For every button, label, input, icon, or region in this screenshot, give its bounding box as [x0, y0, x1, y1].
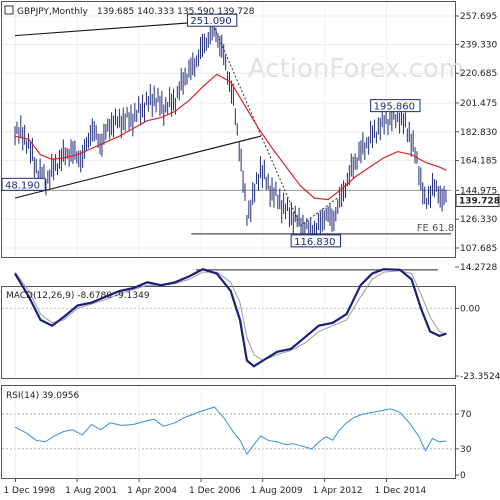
- macd-panel: 14.2728 0.00 -23.3524 MACD(12,26,9) -8.678…: [1, 263, 500, 382]
- price-y-tick-label: 182.830: [460, 128, 497, 138]
- current-price-marker: [455, 193, 500, 207]
- macd-title: MACD(12,26,9) -8.6780 -9.1349: [6, 291, 150, 301]
- trendline: [14, 135, 261, 199]
- price-annotation-box: [290, 234, 342, 248]
- rsi-y-tick-label: 0: [460, 471, 466, 481]
- price-y-tick-label: 220.685: [460, 69, 497, 79]
- price-annotation: 195.860: [370, 99, 421, 113]
- time-tick-label: 1 Dec 1998: [3, 486, 55, 496]
- current-price-label: 139.728: [459, 196, 500, 206]
- title-icon: [4, 5, 14, 15]
- price-annotation-label: 251.090: [190, 16, 231, 27]
- time-tick-label: 1 Dec 2014: [375, 486, 427, 496]
- price-y-axis: 257.695 239.330 220.685 201.475 182.830 164.1…: [455, 12, 500, 254]
- rsi-lines: [14, 406, 447, 456]
- price-y-tick-label: 201.475: [460, 99, 497, 109]
- price-annotation-label: 116.830: [294, 237, 335, 248]
- price-y-tick-label: 257.695: [460, 12, 497, 22]
- macd-line: [14, 268, 447, 368]
- time-axis: 1 Dec 1998 1 Aug 2001 1 Apr 2004 1 Dec 2006…: [3, 478, 427, 496]
- price-annotation: 48.190: [1, 177, 46, 191]
- price-chart-title: GBPJPY,Monthly: [17, 7, 89, 17]
- price-annotation-box: [1, 177, 46, 191]
- price-lines: [14, 16, 451, 248]
- price-annotation: 251.090: [186, 13, 238, 27]
- macd-lines: [14, 268, 447, 368]
- macd-y-tick-label: 0.00: [460, 304, 480, 314]
- price-y-tick-label: 107.685: [460, 244, 497, 254]
- price-annotation-label: 48.190: [5, 180, 40, 191]
- price-y-tick-label: 144.975: [460, 186, 497, 196]
- price-y-tick-label: 239.330: [460, 40, 497, 50]
- rsi-line: [14, 406, 447, 456]
- rsi-y-tick-label: 30: [460, 445, 472, 455]
- ohlc-readout: 139.685 140.333 135.590 139.728: [97, 7, 255, 17]
- rsi-title: RSI(14) 39.0956: [6, 391, 79, 401]
- time-tick-label: 1 Dec 2006: [189, 486, 241, 496]
- time-tick-label: 1 Aug 2001: [65, 486, 117, 496]
- rsi-y-axis: 70 30 0: [455, 410, 472, 481]
- moving-average-line: [14, 73, 447, 201]
- time-tick-label: 1 Apr 2012: [313, 486, 363, 496]
- price-y-tick-label: 126.330: [460, 215, 497, 225]
- macd-grid: [2, 269, 455, 378]
- macd-y-tick-label: 14.2728: [460, 263, 497, 273]
- price-annotation-label: 195.860: [374, 102, 415, 113]
- macd-y-axis: 14.2728 0.00 -23.3524: [455, 263, 500, 382]
- price-annotation-box: [186, 13, 238, 27]
- rsi-grid: [2, 386, 455, 478]
- time-tick-label: 1 Aug 2009: [251, 486, 303, 496]
- price-annotation: 116.830: [290, 234, 342, 248]
- price-panel: ActionForex.com 251.090 48.190 116.830 195.…: [1, 1, 500, 258]
- macd-signal-line: [14, 270, 447, 362]
- macd-y-tick-label: -23.3524: [460, 372, 500, 382]
- price-bars: [14, 16, 447, 248]
- rsi-y-tick-label: 70: [460, 410, 472, 420]
- time-tick-label: 1 Apr 2004: [127, 486, 177, 496]
- price-annotation-box: [370, 99, 421, 113]
- fibo-extension-label: FE 61.8: [417, 223, 455, 234]
- price-annotations: 251.090 48.190 116.830 195.860 FE 61.8: [1, 13, 455, 248]
- price-y-tick-label: 164.185: [460, 157, 497, 167]
- rsi-panel: 70 30 0 RSI(14) 39.0956: [1, 385, 472, 481]
- price-watermark: ActionForex.com: [248, 54, 464, 84]
